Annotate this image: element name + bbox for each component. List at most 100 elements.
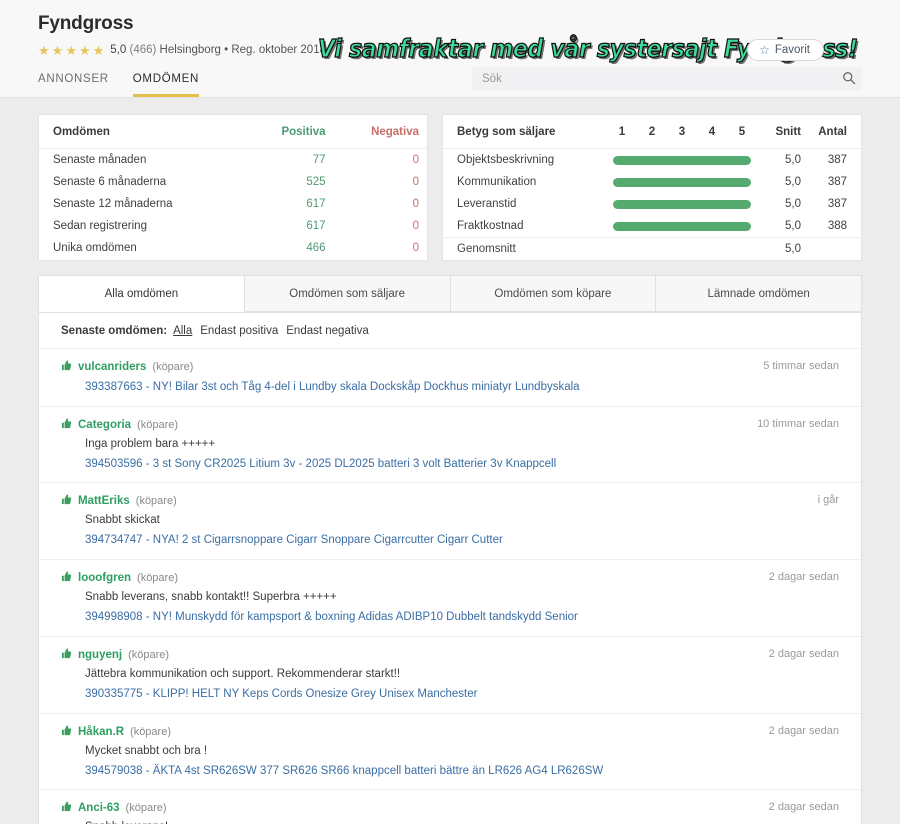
total-spacer xyxy=(607,237,757,260)
ratings-stats-title: Betyg som säljare xyxy=(443,115,607,149)
row-label: Senaste månaden xyxy=(53,154,147,166)
row-average: 5,0 xyxy=(785,176,801,188)
rating-bar xyxy=(607,171,757,193)
total-count xyxy=(809,237,861,260)
review-item-link[interactable]: 394734747 - NYA! 2 st Cigarrsnoppare Cig… xyxy=(85,534,503,547)
favorite-label: Favorit xyxy=(774,44,810,56)
favorite-button[interactable]: ☆ Favorit xyxy=(747,39,824,61)
rating-bar-fill xyxy=(613,199,751,209)
ratings-stats-body: Objektsbeskrivning 5,0 387 Kommunikation 5,0… xyxy=(443,149,861,260)
rating-bar xyxy=(607,215,757,238)
search-input[interactable] xyxy=(472,67,862,91)
stats-row: Omdömen Positiva Negativa Senaste månade… xyxy=(38,114,862,261)
reviews-stats-table: Omdömen Positiva Negativa Senaste månade… xyxy=(39,115,427,259)
review-timestamp: 10 timmar sedan xyxy=(757,417,839,430)
review-tab-2[interactable]: Omdömen som köpare xyxy=(450,275,657,312)
ratings-stats-table: Betyg som säljare 1 2 3 4 5 Snitt Antal … xyxy=(443,115,861,260)
scale-1: 1 xyxy=(607,115,637,149)
review-timestamp: i går xyxy=(817,494,839,507)
review-text: Snabb leverans! xyxy=(85,821,839,824)
filter-option-2[interactable]: Endast negativa xyxy=(286,325,369,337)
review-header: Categoria (köpare) xyxy=(61,417,839,431)
thumbs-up-icon xyxy=(61,360,72,371)
table-row-total: Genomsnitt 5,0 xyxy=(443,237,861,260)
rating-bar xyxy=(607,149,757,172)
filter-option-1[interactable]: Endast positiva xyxy=(200,325,279,337)
review-username[interactable]: Anci-63 xyxy=(78,802,120,815)
page-header: Fyndgross ★ ★ ★ ★ ★ 5,0 (466) Helsingbor… xyxy=(0,0,900,98)
review-text: Snabb leverans, snabb kontakt!! Superbra… xyxy=(85,591,337,604)
review-tab-1[interactable]: Omdömen som säljare xyxy=(244,275,451,312)
rating-bar-fill xyxy=(613,177,751,187)
table-row: Senaste 12 månaderna 617 0 xyxy=(39,193,427,215)
review-timestamp: 2 dagar sedan xyxy=(768,724,839,737)
thumbs-up-icon xyxy=(61,571,72,582)
rating-bar-track xyxy=(613,155,751,165)
scale-4: 4 xyxy=(697,115,727,149)
search-container xyxy=(472,67,862,97)
tab-omdomen[interactable]: OMDÖMEN xyxy=(132,73,200,97)
review-role: (köpare) xyxy=(152,361,194,373)
row-average: 5,0 xyxy=(785,154,801,166)
row-count: 387 xyxy=(827,198,847,210)
row-count: 387 xyxy=(827,154,847,166)
review-role: (köpare) xyxy=(137,418,179,431)
rating-bar-track xyxy=(613,221,751,231)
row-count: 387 xyxy=(827,176,847,188)
review-item-link[interactable]: 390335775 - KLIPP! HELT NY Keps Cords On… xyxy=(85,687,478,700)
review-username[interactable]: Categoria xyxy=(78,418,132,431)
table-row: Unika omdömen 466 0 xyxy=(39,237,427,259)
review-timestamp: 5 timmar sedan xyxy=(763,360,839,372)
rating-bar-track xyxy=(613,199,751,209)
row-average: 5,0 xyxy=(785,220,801,232)
star-icon: ★ xyxy=(65,42,77,58)
reviews-stats-body: Senaste månaden 77 0 Senaste 6 månaderna 525… xyxy=(39,149,427,260)
row-positive: 617 xyxy=(306,220,326,232)
review-item-link[interactable]: 394579038 - ÄKTA 4st SR626SW 377 SR626 S… xyxy=(85,764,604,777)
review-tab-3[interactable]: Lämnade omdömen xyxy=(656,275,862,312)
review-role: (köpare) xyxy=(128,648,170,661)
review-username[interactable]: vulcanriders xyxy=(78,361,147,373)
review-tab-0[interactable]: Alla omdömen xyxy=(38,275,245,312)
scale-5: 5 xyxy=(727,115,757,149)
primary-nav: ANNONSER OMDÖMEN xyxy=(0,61,900,97)
registration-date: Reg. oktober 2018 xyxy=(231,44,326,56)
review-tabs: Alla omdömen Omdömen som säljare Omdömen s… xyxy=(38,275,862,313)
review-username[interactable]: nguyenj xyxy=(78,648,123,661)
thumbs-up-icon xyxy=(61,648,72,658)
review-item-link[interactable]: 394998908 - NY! Munskydd för kampsport &… xyxy=(85,611,578,624)
thumbs-up-icon xyxy=(61,725,72,735)
review-header: Anci-63 (köpare) xyxy=(61,800,839,814)
shop-name: Fyndgross xyxy=(38,13,134,34)
col-snitt: Snitt xyxy=(757,115,809,149)
table-row: Kommunikation 5,0 387 xyxy=(443,171,861,193)
shop-meta-text: 5,0 (466) Helsingborg • Reg. oktober 201… xyxy=(110,44,326,56)
review-item-link[interactable]: 394503596 - 3 st Sony CR2025 Litium 3v -… xyxy=(85,457,557,470)
review-timestamp: 2 dagar sedan xyxy=(768,647,839,660)
meta-separator: • xyxy=(224,44,229,56)
thumbs-up-icon xyxy=(61,494,72,505)
filter-option-0[interactable]: Alla xyxy=(173,325,193,337)
row-label: Kommunikation xyxy=(457,176,537,188)
rating-bar-fill xyxy=(613,155,751,165)
col-antal: Antal xyxy=(809,115,861,149)
row-label: Senaste 12 månaderna xyxy=(53,198,173,210)
row-negative: 0 xyxy=(412,176,419,188)
review-timestamp: 2 dagar sedan xyxy=(768,571,839,584)
table-row: Objektsbeskrivning 5,0 387 xyxy=(443,149,861,172)
rating-bar-track xyxy=(613,177,751,187)
tab-annonser[interactable]: ANNONSER xyxy=(38,73,109,85)
review-username[interactable]: looofgren xyxy=(78,572,132,585)
review-timestamp: 2 dagar sedan xyxy=(768,801,839,814)
review-username[interactable]: MattEriks xyxy=(78,495,130,508)
review-item: Anci-63 (köpare) 2 dagar sedan Snabb levera… xyxy=(39,790,861,824)
review-item-link[interactable]: 393387663 - NY! Bilar 3st och Tåg 4-del … xyxy=(85,381,580,393)
main-content: Omdömen Positiva Negativa Senaste månade… xyxy=(0,98,900,824)
review-item: Håkan.R (köpare) 2 dagar sedan Mycket snabb… xyxy=(39,714,861,791)
ratings-stats-card: Betyg som säljare 1 2 3 4 5 Snitt Antal … xyxy=(442,114,862,261)
review-username[interactable]: Håkan.R xyxy=(78,725,125,738)
review-item: vulcanriders (köpare) 5 timmar sedan 393387… xyxy=(39,349,861,407)
thumbs-up-icon xyxy=(61,418,72,428)
table-row: Leveranstid 5,0 387 xyxy=(443,193,861,215)
row-positive: 77 xyxy=(312,154,326,166)
